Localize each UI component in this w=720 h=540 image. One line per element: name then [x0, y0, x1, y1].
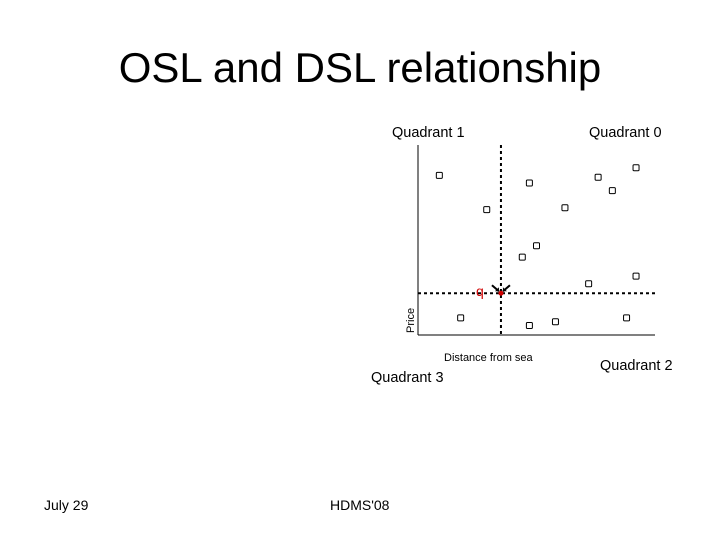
query-marker: [491, 284, 511, 296]
data-point: [435, 171, 443, 179]
data-point: [533, 242, 540, 250]
quadrant-0-label: Quadrant 0: [589, 125, 662, 141]
quadrant-3-label: Quadrant 3: [371, 370, 444, 386]
query-arrowhead-1: [494, 287, 499, 292]
footer-conference: HDMS'08: [330, 497, 390, 513]
quadrant-1-label: Quadrant 1: [392, 125, 465, 141]
data-point: [551, 318, 559, 326]
x-axis-label: Distance from sea: [444, 352, 533, 364]
data-point: [608, 187, 616, 195]
data-point: [632, 272, 640, 280]
data-point: [585, 280, 593, 288]
data-point: [525, 179, 533, 187]
footer-date: July 29: [44, 497, 89, 513]
slide-title: OSL and DSL relationship: [118, 44, 602, 91]
data-point: [518, 253, 526, 261]
data-point: [623, 314, 631, 322]
quadrant-2-label: Quadrant 2: [600, 358, 673, 374]
data-point: [632, 164, 640, 172]
data-point: [457, 314, 465, 322]
query-point-label: q: [476, 283, 484, 299]
query-point: [498, 290, 504, 296]
data-point: [525, 322, 533, 329]
query-arrowhead-2: [502, 287, 507, 292]
data-point: [561, 204, 569, 212]
data-point: [594, 173, 602, 181]
points-layer: [435, 164, 640, 329]
data-point: [483, 206, 491, 214]
y-axis-label: Price: [405, 307, 417, 333]
